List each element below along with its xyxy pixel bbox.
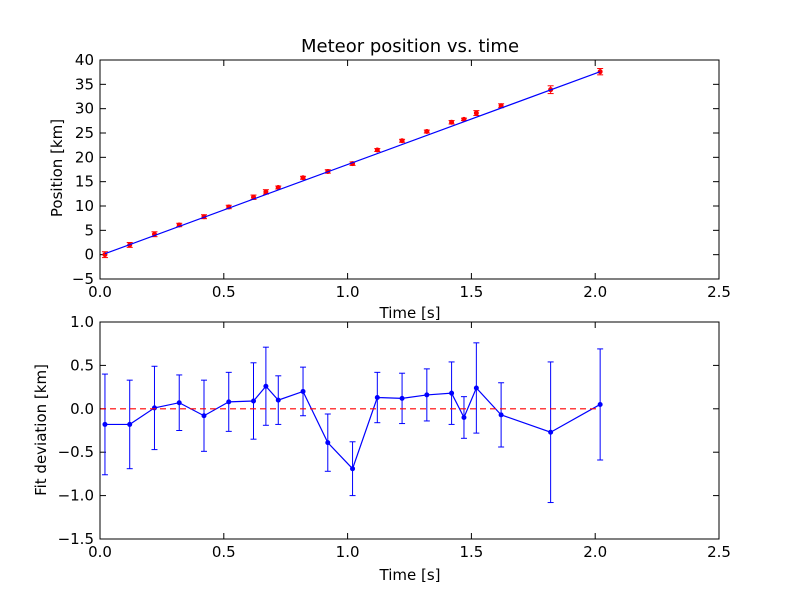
x-axis-label: Time [s] <box>379 304 441 322</box>
x-tick-label: 2.5 <box>707 543 731 561</box>
data-point <box>226 399 232 405</box>
y-axis-label: Position [km] <box>48 119 66 217</box>
data-point <box>473 385 479 391</box>
deviation-chart: Time [s] Fit deviation [km] 0.0 0.5 1.0 1.5… <box>32 313 731 584</box>
data-point <box>374 395 380 401</box>
data-point <box>597 401 603 407</box>
x-tick-label: 1.0 <box>336 283 360 301</box>
data-point <box>102 421 108 427</box>
chart-title: Meteor position vs. time <box>301 36 519 57</box>
data-point <box>449 390 455 396</box>
data-point <box>424 392 430 398</box>
plot-frame <box>99 59 720 280</box>
x-tick-label: 2.5 <box>707 283 731 301</box>
data-point <box>201 413 207 419</box>
data-point <box>350 466 356 472</box>
data-point <box>424 129 430 135</box>
x-tick-label: 1.5 <box>459 543 483 561</box>
x-tick-label: 0.0 <box>88 283 112 301</box>
y-tick-label: −1.0 <box>58 487 94 505</box>
tick-group: 0.0 0.5 1.0 1.5 2.0 2.5 −5 0 5 10 15 20 25 30 35 40 <box>72 51 731 301</box>
data-point <box>461 414 467 420</box>
data-point <box>251 398 257 404</box>
position-chart: Meteor position vs. time Time [s] Positi… <box>48 36 731 322</box>
data-point <box>263 383 269 389</box>
data-point <box>176 400 182 406</box>
data-point <box>449 119 455 125</box>
y-tick-label: 30 <box>75 100 94 118</box>
data-point <box>300 175 306 181</box>
data-point <box>263 189 269 195</box>
data-point <box>374 147 380 153</box>
y-tick-label: 5 <box>84 221 94 239</box>
y-axis-label: Fit deviation [km] <box>32 364 50 496</box>
marks-group <box>100 342 604 504</box>
y-tick-label: 20 <box>75 148 94 166</box>
y-tick-label: 35 <box>75 75 94 93</box>
x-tick-label: 1.0 <box>336 543 360 561</box>
data-point <box>498 412 504 418</box>
data-point <box>127 421 133 427</box>
x-axis-label: Time [s] <box>379 566 441 584</box>
marks-group <box>101 68 604 259</box>
x-tick-label: 0.5 <box>212 543 236 561</box>
data-point <box>325 440 331 446</box>
data-point <box>399 395 405 401</box>
x-tick-label: 2.0 <box>583 283 607 301</box>
fit-line <box>104 71 601 255</box>
tick-group: 0.0 0.5 1.0 1.5 2.0 2.5 −1.5 −1.0 −0.5 0.0 0.5 1.0 <box>58 313 731 561</box>
x-tick-label: 1.5 <box>459 283 483 301</box>
plot-frame <box>99 321 720 540</box>
y-tick-label: 15 <box>75 173 94 191</box>
data-point <box>300 388 306 394</box>
x-tick-label: 2.0 <box>583 543 607 561</box>
y-tick-label: −5 <box>72 270 94 288</box>
data-point <box>399 138 405 144</box>
y-tick-label: 40 <box>75 51 94 69</box>
data-point <box>473 110 479 116</box>
x-tick-label: 0.0 <box>88 543 112 561</box>
y-tick-label: 0.5 <box>70 356 94 374</box>
y-tick-label: −1.5 <box>58 530 94 548</box>
y-tick-label: 1.0 <box>70 313 94 331</box>
y-tick-label: 25 <box>75 124 94 142</box>
data-point <box>548 429 554 435</box>
data-point <box>275 397 281 403</box>
y-tick-label: 0 <box>84 246 94 264</box>
y-tick-label: 10 <box>75 197 94 215</box>
y-tick-label: 0.0 <box>70 400 94 418</box>
x-tick-label: 0.5 <box>212 283 236 301</box>
y-tick-label: −0.5 <box>58 443 94 461</box>
